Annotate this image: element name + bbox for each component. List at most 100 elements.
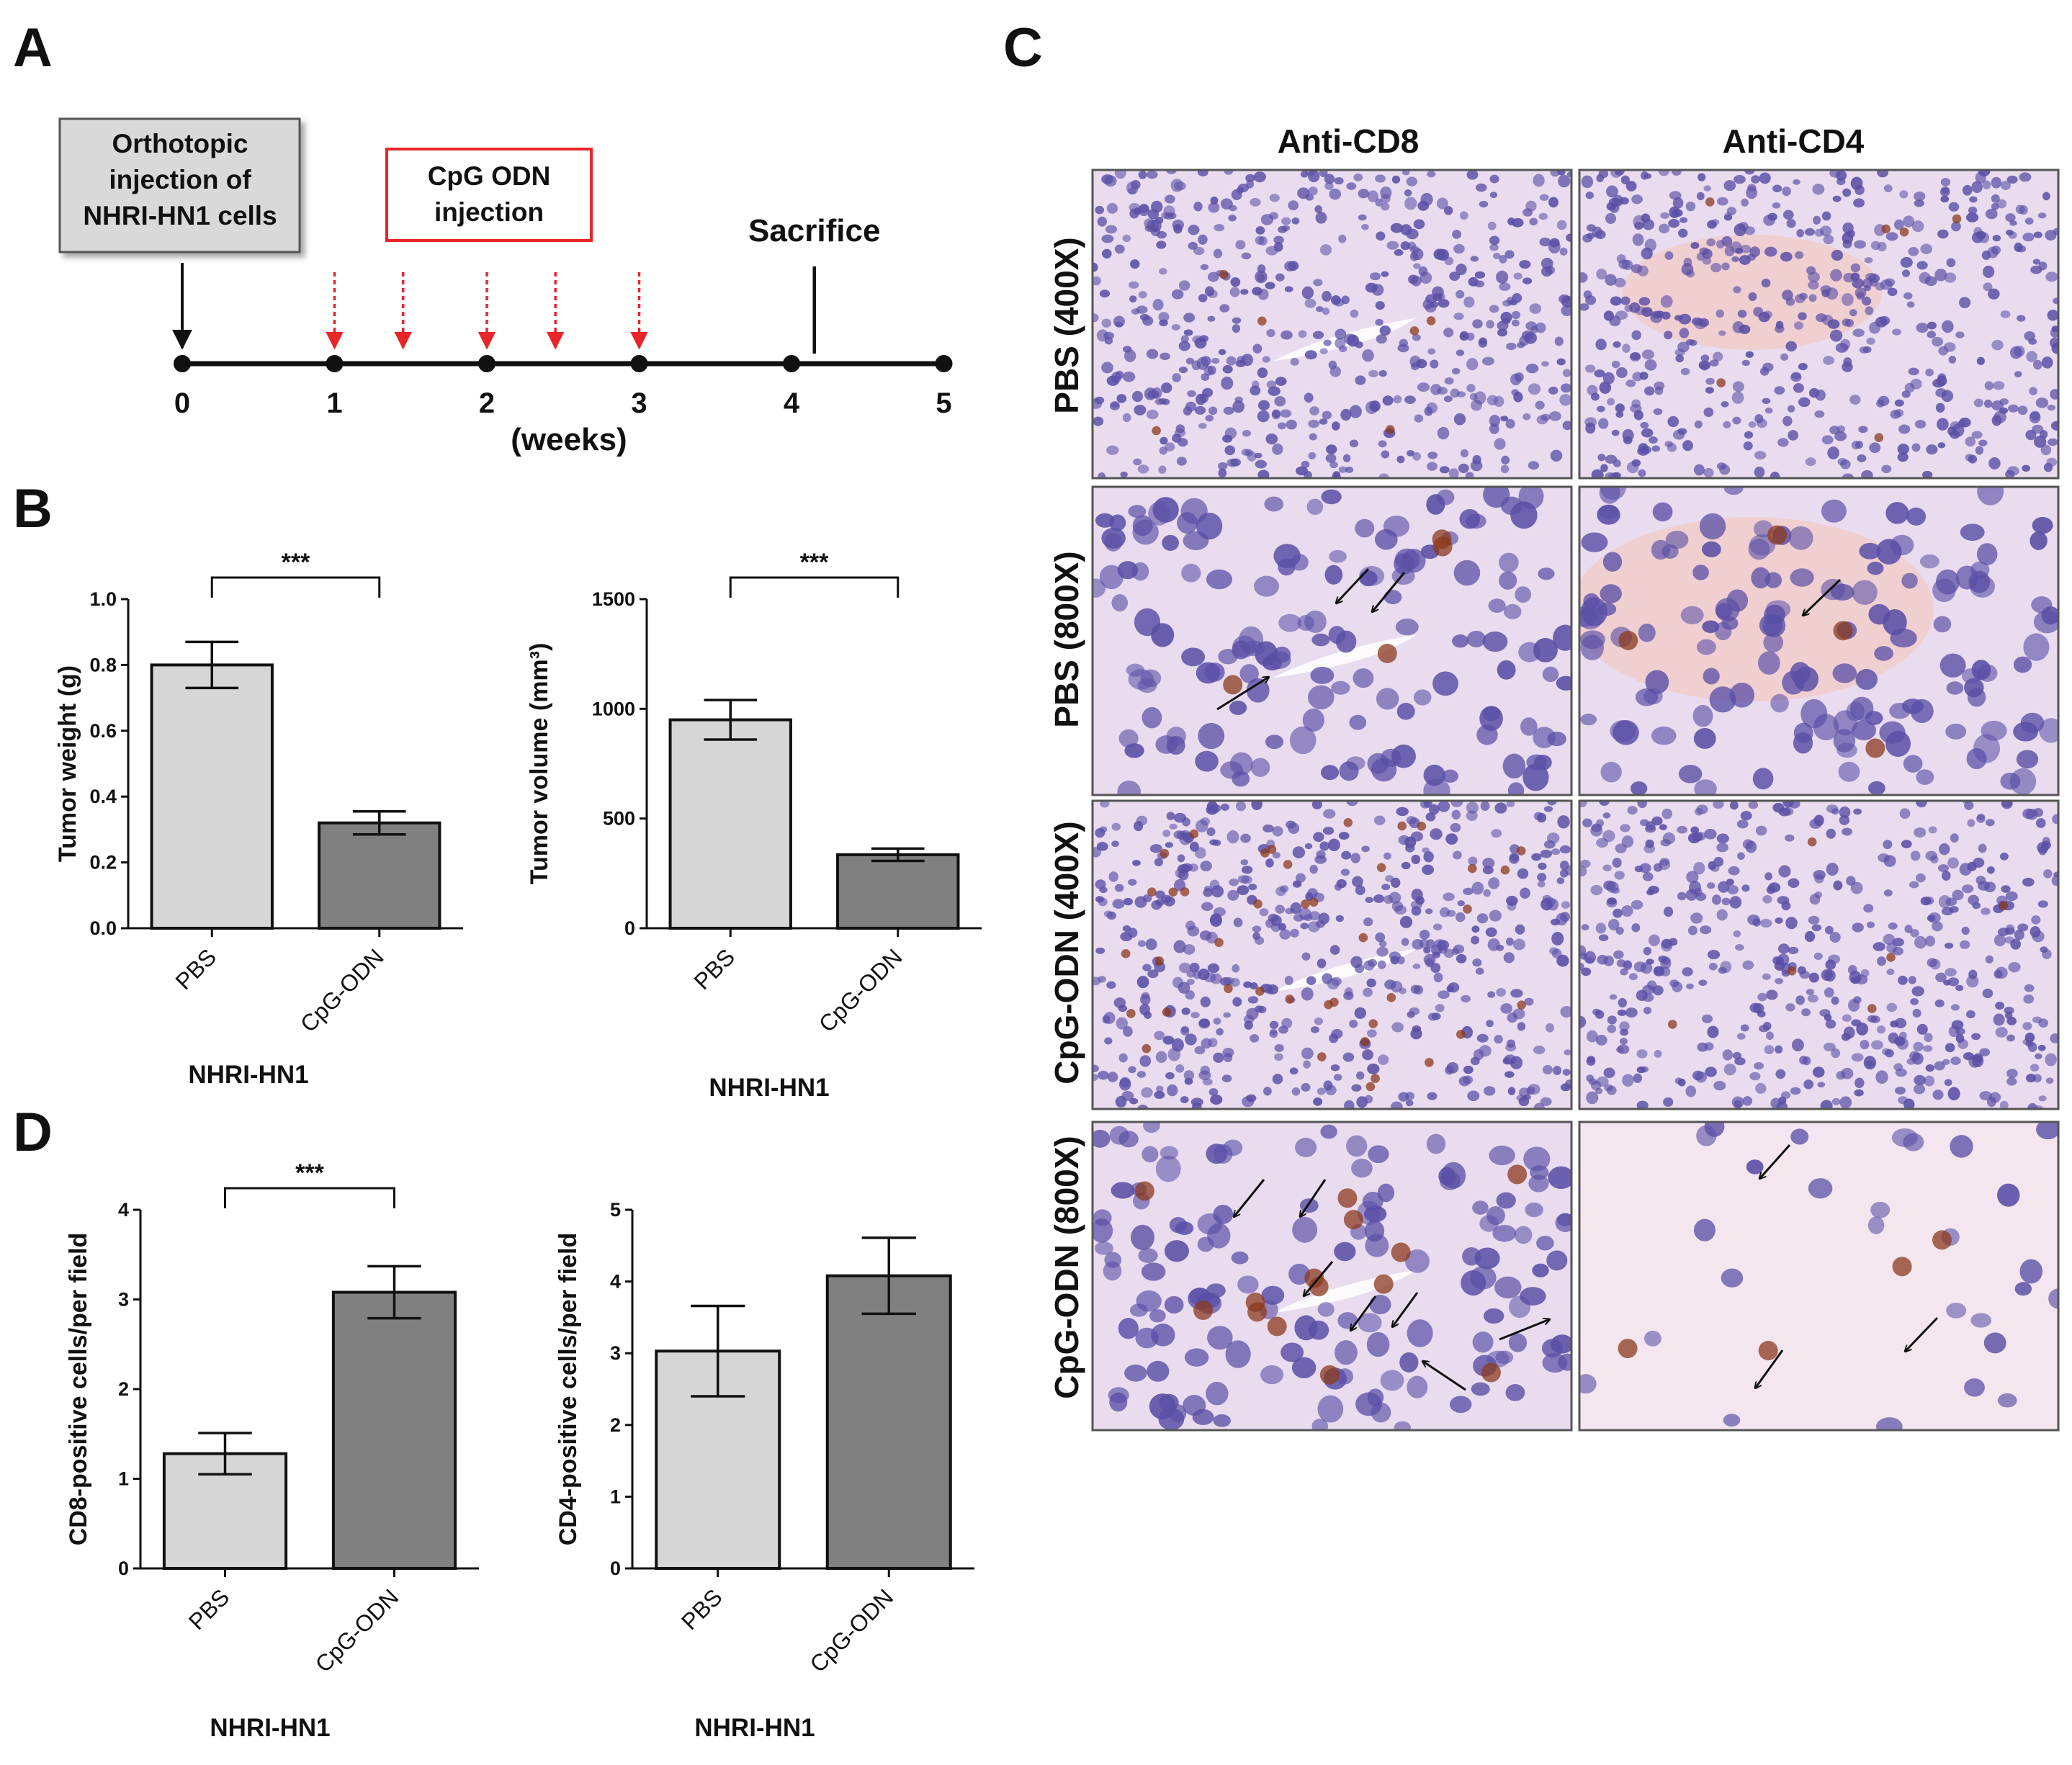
row-header-pbs-400x: PBS (400X) xyxy=(1048,237,1085,413)
micrograph-anti-cd4-cpg-odn-400x xyxy=(1579,801,2058,1109)
cpg-injection-box: CpG ODN injection xyxy=(385,148,593,242)
category-label: CpG-ODN xyxy=(295,943,389,1037)
panel-c: C Anti-CD8 Anti-CD4 PBS (400X) PBS (800X… xyxy=(1003,17,2060,1432)
bar-chart-3: 0 1 2 3 4 CD8-positive cells/per field PBS CpG-… xyxy=(65,1159,479,1742)
micrograph-anti-cd4-pbs-400x xyxy=(1579,170,2058,478)
category-label: PBS xyxy=(689,943,740,994)
timeline-tick-label: 1 xyxy=(326,387,342,419)
y-tick-label: 2 xyxy=(118,1378,129,1400)
micrograph-anti-cd8-cpg-odn-400x xyxy=(1093,801,1571,1109)
category-label: CpG-ODN xyxy=(804,1584,898,1677)
error-bar xyxy=(185,640,239,690)
error-bar xyxy=(691,1304,745,1398)
micrograph-anti-cd8-cpg-odn-800x xyxy=(1093,1122,1571,1430)
stain-arrow xyxy=(1304,1261,1334,1296)
bar-cpg-odn xyxy=(836,853,960,930)
column-header-anti-cd8: Anti-CD8 xyxy=(1278,122,1420,160)
y-tick-label: 2 xyxy=(610,1414,621,1436)
micrograph-anti-cd8-pbs-400x xyxy=(1093,170,1571,478)
row-header-pbs-800x: PBS (800X) xyxy=(1048,551,1085,727)
box-line-3: NHRI-HN1 cells xyxy=(83,201,277,230)
group-label: NHRI-HN1 xyxy=(709,1074,829,1102)
stain-arrow xyxy=(1759,1144,1791,1179)
y-tick-label: 0.4 xyxy=(89,786,117,807)
orthotopic-injection-box: Orthotopic injection of NHRI-HN1 cells xyxy=(58,117,301,253)
cpg-box-line-1: CpG ODN xyxy=(428,161,551,191)
error-bar xyxy=(352,810,406,836)
timeline-tick-label: 2 xyxy=(479,387,495,419)
panel-b: B xyxy=(13,478,53,539)
y-tick-label: 1500 xyxy=(592,588,635,610)
y-axis-title: Tumor volume (mm³) xyxy=(526,643,553,885)
significance-label: *** xyxy=(800,549,829,576)
sacrifice-label: Sacrifice xyxy=(748,213,880,248)
box-line-2: injection of xyxy=(109,165,251,194)
y-tick-label: 0.2 xyxy=(89,852,117,873)
error-bar xyxy=(871,847,925,863)
stain-arrow xyxy=(1392,1292,1419,1327)
timeline-tick-label: 0 xyxy=(174,387,190,419)
y-tick-label: 4 xyxy=(610,1271,621,1293)
timeline-node xyxy=(174,355,191,372)
column-header-anti-cd4: Anti-CD4 xyxy=(1723,122,1865,160)
bar-pbs xyxy=(150,663,274,930)
panel-d: D xyxy=(13,1102,53,1163)
y-axis-title: CD8-positive cells/per field xyxy=(65,1233,92,1546)
group-label: NHRI-HN1 xyxy=(188,1061,308,1089)
micrograph-anti-cd4-cpg-odn-800x xyxy=(1579,1122,2058,1430)
y-axis-title: CD4-positive cells/per field xyxy=(555,1233,582,1546)
timeline-node xyxy=(326,355,344,372)
bar-charts: 0.0 0.2 0.4 0.6 0.8 1.0 Tumor weight (g) PBS CpG… xyxy=(54,549,982,1742)
category-label: PBS xyxy=(184,1584,235,1635)
timeline: 0 1 2 3 4 5 xyxy=(172,263,953,419)
error-bar xyxy=(704,699,758,741)
stain-arrow xyxy=(1350,1295,1377,1331)
y-tick-label: 0.0 xyxy=(89,917,117,939)
y-tick-label: 1 xyxy=(610,1486,621,1507)
y-tick-label: 500 xyxy=(603,808,635,830)
category-label: PBS xyxy=(170,943,221,994)
y-axis-title: Tumor weight (g) xyxy=(54,665,81,862)
timeline-node xyxy=(630,355,648,372)
panel-a: A Orthotopic injection of NHRI-HN1 cells… xyxy=(13,17,953,457)
timeline-node xyxy=(478,355,495,372)
box-line-1: Orthotopic xyxy=(112,129,248,158)
y-tick-label: 0.8 xyxy=(89,654,117,675)
bar-cpg-odn xyxy=(825,1274,952,1570)
significance-bracket: *** xyxy=(210,549,381,598)
y-tick-label: 5 xyxy=(610,1199,621,1221)
category-label: CpG-ODN xyxy=(814,943,907,1037)
bar-pbs xyxy=(668,718,792,930)
stain-arrow xyxy=(1803,578,1842,616)
y-tick-label: 0.6 xyxy=(89,720,117,742)
y-tick-label: 1 xyxy=(118,1468,129,1490)
error-bar xyxy=(861,1236,916,1316)
y-tick-label: 3 xyxy=(118,1289,129,1311)
bar-chart-4: 0 1 2 3 4 5 CD4-positive cells/per field PBS CpG… xyxy=(555,1199,974,1742)
timeline-node xyxy=(935,355,953,372)
panel-letter-c: C xyxy=(1003,17,1043,78)
bar-chart-1: 0.0 0.2 0.4 0.6 0.8 1.0 Tumor weight (g) PBS CpG… xyxy=(54,549,463,1089)
timeline-tick-label: 3 xyxy=(631,387,647,419)
bar-cpg-odn xyxy=(331,1290,457,1571)
stain-arrow xyxy=(1755,1349,1784,1388)
significance-label: *** xyxy=(295,1159,324,1187)
stain-arrow xyxy=(1372,572,1406,612)
row-header-cpg-odn-800x: CpG-ODN (800X) xyxy=(1048,1136,1085,1398)
stain-arrow xyxy=(1905,1316,1939,1352)
stain-arrow xyxy=(1422,1361,1466,1391)
significance-bracket: *** xyxy=(224,1159,395,1208)
timeline-tick-label: 5 xyxy=(936,387,951,419)
stain-arrow xyxy=(1499,1319,1550,1341)
stain-arrow xyxy=(1234,1179,1265,1217)
panel-letter-b: B xyxy=(13,478,53,539)
timeline-node xyxy=(783,355,800,372)
y-tick-label: 4 xyxy=(118,1199,129,1221)
y-tick-label: 0 xyxy=(118,1558,129,1579)
stain-arrow xyxy=(1300,1179,1327,1217)
category-label: CpG-ODN xyxy=(310,1584,404,1677)
cpg-box-line-2: injection xyxy=(434,197,544,227)
timeline-axis-label: (weeks) xyxy=(511,422,627,457)
bar-cpg-odn xyxy=(318,821,441,930)
y-tick-label: 1000 xyxy=(592,698,635,719)
